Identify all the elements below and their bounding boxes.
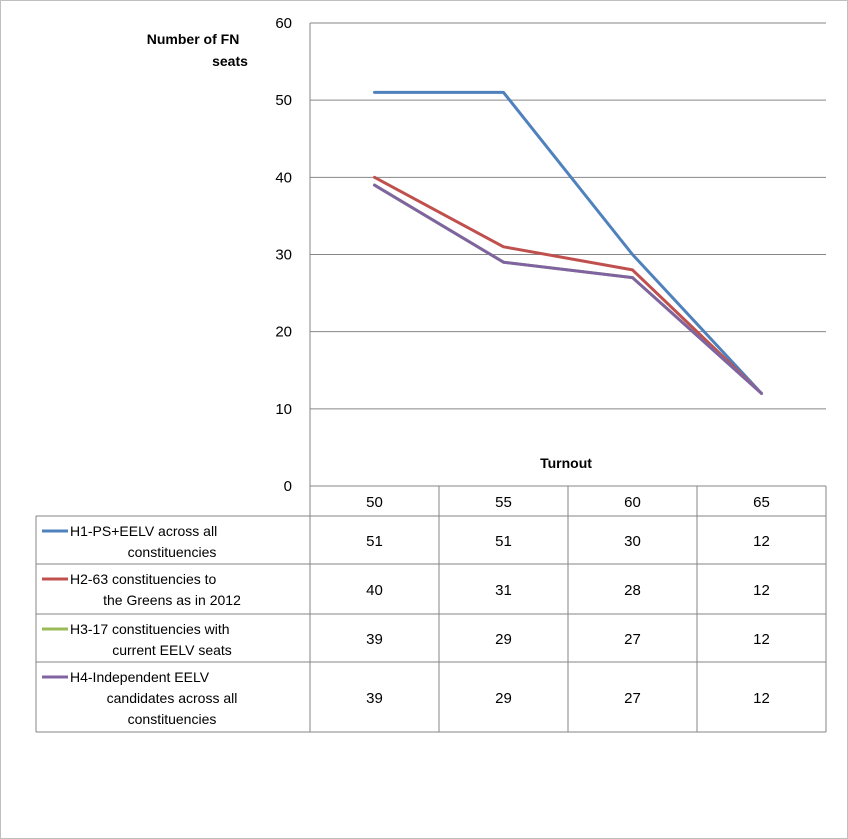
x-axis-title: Turnout (540, 455, 592, 471)
x-category-label: 50 (366, 494, 383, 511)
legend-label: H1-PS+EELV across all (70, 523, 217, 539)
series-line-1 (373, 90, 763, 395)
y-tick-label: 20 (275, 324, 292, 341)
series-lines (373, 90, 763, 395)
legend-label: H3-17 constituencies with (70, 621, 230, 637)
y-tick-label: 10 (275, 401, 292, 418)
x-category-label: 65 (753, 494, 770, 511)
y-tick-label: 0 (284, 478, 292, 495)
x-category-label: 55 (495, 494, 512, 511)
data-table: 50 55 60 65 H1-PS+EELV across all constituenc… (35, 485, 827, 733)
data-cell: 51 (495, 533, 512, 550)
data-cell: 28 (624, 582, 641, 599)
data-cell: 39 (366, 631, 383, 648)
legend-label: H2-63 constituencies to (70, 571, 217, 587)
data-cell: 31 (495, 582, 512, 599)
data-cell: 29 (495, 631, 512, 648)
y-tick-label: 30 (275, 247, 292, 264)
gridlines (309, 22, 826, 486)
data-cell: 12 (753, 690, 770, 707)
y-axis-title: Number of FN seats (147, 31, 248, 69)
legend-label: H4-Independent EELV (70, 669, 210, 685)
y-tick-label: 40 (275, 169, 292, 186)
series-line-4 (373, 183, 763, 395)
legend-label: candidates across all (107, 690, 238, 706)
data-cell: 30 (624, 533, 641, 550)
x-category-label: 60 (624, 494, 641, 511)
series-line-2 (373, 175, 763, 395)
legend-label: current EELV seats (112, 642, 232, 658)
data-cell: 51 (366, 533, 383, 550)
y-tick-label: 60 (275, 15, 292, 32)
data-cell: 40 (366, 582, 383, 599)
data-cell: 12 (753, 533, 770, 550)
legend-label: constituencies (128, 544, 217, 560)
data-cell: 27 (624, 690, 641, 707)
series-line-3 (373, 183, 763, 395)
y-axis-title-line-2: seats (212, 53, 248, 69)
data-cell: 12 (753, 582, 770, 599)
data-cell: 39 (366, 690, 383, 707)
data-cell: 29 (495, 690, 512, 707)
y-tick-label: 50 (275, 92, 292, 109)
y-axis-ticks: 0 10 20 30 40 50 60 (275, 15, 292, 495)
legend-label: the Greens as in 2012 (103, 592, 241, 608)
y-axis-title-line-1: Number of FN (147, 31, 240, 47)
data-cell: 27 (624, 631, 641, 648)
legend-label: constituencies (128, 711, 217, 727)
data-cell: 12 (753, 631, 770, 648)
